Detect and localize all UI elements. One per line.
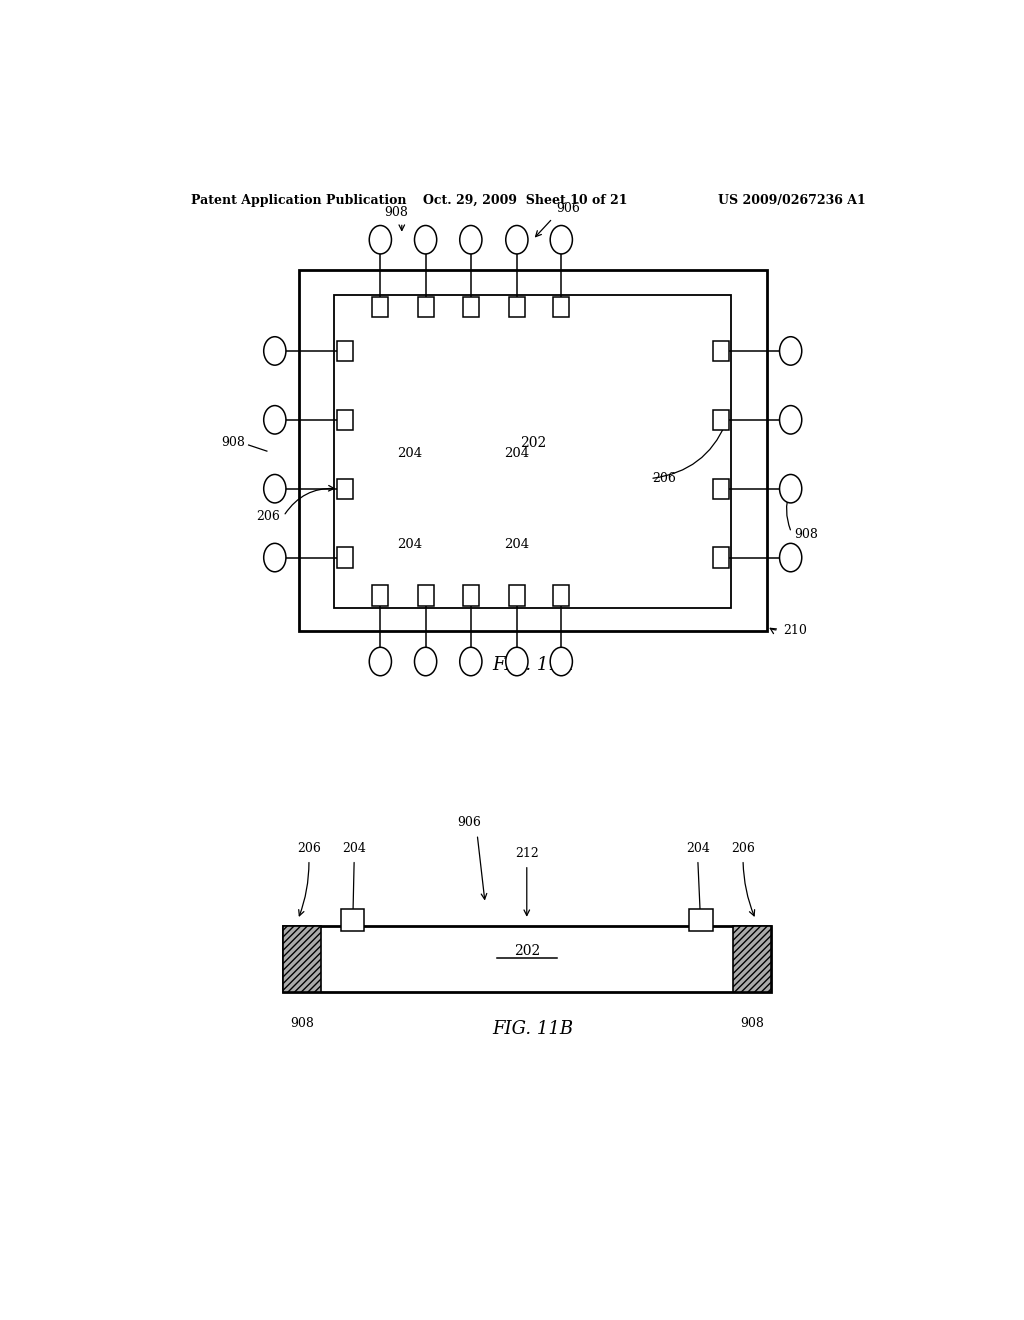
Text: 908: 908 xyxy=(795,528,818,541)
Circle shape xyxy=(264,337,286,366)
Text: 204: 204 xyxy=(342,842,367,854)
Bar xyxy=(341,908,365,931)
Bar xyxy=(463,585,479,606)
Circle shape xyxy=(779,544,802,572)
Text: 908: 908 xyxy=(290,1018,313,1030)
Circle shape xyxy=(415,647,436,676)
Bar xyxy=(713,548,729,568)
Text: 210: 210 xyxy=(782,623,807,636)
Bar xyxy=(337,409,352,430)
Circle shape xyxy=(264,405,286,434)
Circle shape xyxy=(415,226,436,253)
Bar xyxy=(283,925,321,991)
Bar xyxy=(373,585,388,606)
Bar xyxy=(283,925,771,991)
Circle shape xyxy=(506,226,528,253)
Circle shape xyxy=(370,226,391,253)
Text: FIG. 11A: FIG. 11A xyxy=(493,656,573,675)
Circle shape xyxy=(370,647,391,676)
Circle shape xyxy=(779,405,802,434)
Text: 206: 206 xyxy=(652,473,676,484)
Bar xyxy=(733,925,771,991)
Bar xyxy=(713,409,729,430)
Circle shape xyxy=(460,647,482,676)
Text: 212: 212 xyxy=(515,846,539,859)
Text: Patent Application Publication: Patent Application Publication xyxy=(191,194,407,207)
Bar xyxy=(713,479,729,499)
Text: Oct. 29, 2009  Sheet 10 of 21: Oct. 29, 2009 Sheet 10 of 21 xyxy=(423,194,627,207)
Bar xyxy=(553,585,569,606)
Circle shape xyxy=(460,226,482,253)
Circle shape xyxy=(779,474,802,503)
Text: 206: 206 xyxy=(297,842,321,854)
Text: 906: 906 xyxy=(458,816,481,829)
Circle shape xyxy=(264,544,286,572)
Text: 204: 204 xyxy=(686,842,710,854)
Bar xyxy=(299,271,767,631)
Text: 908: 908 xyxy=(739,1018,764,1030)
Bar xyxy=(418,585,433,606)
Bar xyxy=(509,585,524,606)
Text: FIG. 11B: FIG. 11B xyxy=(493,1020,573,1039)
Circle shape xyxy=(264,474,286,503)
Text: 204: 204 xyxy=(397,539,422,552)
Text: 908: 908 xyxy=(384,206,409,219)
Bar xyxy=(337,548,352,568)
Circle shape xyxy=(550,647,572,676)
Text: 204: 204 xyxy=(504,446,529,459)
Text: US 2009/0267236 A1: US 2009/0267236 A1 xyxy=(718,194,866,207)
Bar xyxy=(418,297,433,317)
Text: 908: 908 xyxy=(221,437,246,450)
Text: 204: 204 xyxy=(504,539,529,552)
Text: 202: 202 xyxy=(519,436,546,450)
Text: 202: 202 xyxy=(514,944,540,958)
Bar xyxy=(553,297,569,317)
Circle shape xyxy=(506,647,528,676)
Bar xyxy=(509,297,524,317)
Bar xyxy=(689,908,713,931)
Bar xyxy=(463,297,479,317)
Text: 206: 206 xyxy=(731,842,755,854)
Circle shape xyxy=(550,226,572,253)
Bar xyxy=(713,341,729,362)
Text: 204: 204 xyxy=(397,446,422,459)
Bar xyxy=(334,294,731,607)
Circle shape xyxy=(779,337,802,366)
Text: 906: 906 xyxy=(556,202,581,215)
Bar xyxy=(337,341,352,362)
Text: 206: 206 xyxy=(256,510,281,523)
Bar xyxy=(373,297,388,317)
Bar xyxy=(337,479,352,499)
